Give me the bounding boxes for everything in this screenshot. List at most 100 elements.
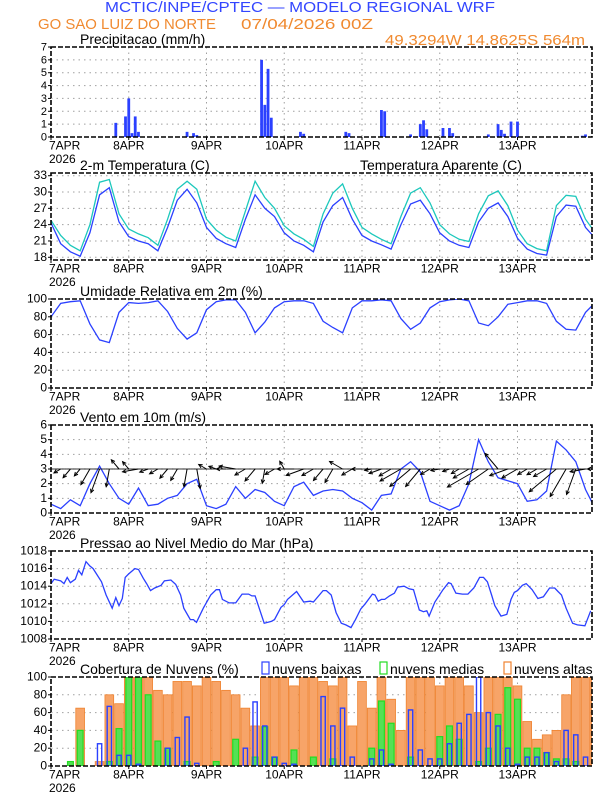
plot-area <box>66 677 592 766</box>
cloud-bar-low <box>466 713 472 766</box>
wind-arrow-head <box>389 482 394 488</box>
x-tick-label: 8APR <box>113 641 145 655</box>
cloud-bar-mid <box>134 677 142 766</box>
cloud-bar-low <box>436 758 443 766</box>
series-line-pressao <box>51 560 592 629</box>
cloud-bar-low <box>242 747 249 766</box>
wind-arrow-shaft <box>244 468 256 482</box>
wind-arrow <box>90 468 105 494</box>
wind-arrow <box>528 468 562 493</box>
precip-bar <box>409 134 412 137</box>
cloud-bar-low <box>125 754 132 766</box>
precip-bar <box>383 111 387 137</box>
x-year-label: 2026 <box>49 275 76 289</box>
precip-bar <box>441 128 445 137</box>
cloud-bar-mid <box>76 729 84 766</box>
precip-bar <box>509 121 513 137</box>
precip-bar <box>499 129 503 137</box>
precip-bar <box>133 116 137 137</box>
precip-bar <box>114 122 118 137</box>
plot-frame <box>50 676 593 767</box>
wind-arrow-head <box>138 468 144 473</box>
wind-arrow-shaft <box>198 464 207 470</box>
x-tick-label: 13APR <box>498 641 536 655</box>
cloud-bar-low <box>534 756 540 766</box>
wind-arrow-head <box>215 466 221 472</box>
cloud-bar-high <box>571 677 581 766</box>
plot-area <box>51 437 592 512</box>
precip-bar <box>347 133 351 137</box>
wind-arrow-head <box>197 484 202 490</box>
cloud-bar-mid <box>309 756 317 766</box>
x-tick-label: 9APR <box>191 262 223 276</box>
cloud-bar-high <box>434 685 445 766</box>
wind-arrow <box>121 468 144 474</box>
cloud-bar-high <box>347 725 358 766</box>
wind-arrow <box>441 468 455 473</box>
wind-arrow <box>363 467 377 472</box>
cloud-bar-high <box>396 730 406 766</box>
wind-arrow-shaft <box>465 468 489 485</box>
cloud-bar-high <box>580 677 591 766</box>
precip-bar <box>266 68 270 137</box>
y-tick-label: 7 <box>41 42 47 54</box>
wind-arrow-head <box>73 471 79 477</box>
precip-bar <box>344 131 348 137</box>
wind-arrow-shaft <box>447 468 479 488</box>
wind-arrow-shaft <box>122 461 130 470</box>
y-tick-label: 30 <box>34 185 48 199</box>
wind-arrow-head <box>260 479 266 485</box>
wind-arrow-shaft <box>196 468 201 489</box>
wind-arrow <box>279 460 290 470</box>
cloud-bar-low <box>485 711 492 766</box>
cloud-bar-high <box>201 677 212 766</box>
precip-bar <box>486 134 490 137</box>
wind-arrow-head <box>121 460 127 466</box>
wind-arrow <box>52 468 66 474</box>
x-tick-label: 9APR <box>191 641 223 655</box>
cloud-bar-low <box>456 722 463 766</box>
wind-arrow <box>367 468 387 475</box>
wind-arrow-head <box>312 476 318 482</box>
x-tick-label: 11APR <box>343 262 380 276</box>
wind-arrow <box>429 467 445 473</box>
wind-arrow-shaft <box>453 468 470 479</box>
wind-arrow-shaft <box>261 468 266 484</box>
x-tick-label: 11APR <box>343 768 380 782</box>
wind-arrow-head <box>516 470 522 475</box>
panel-2: 18 21 24 27 30 33 7APR 8APR 9APR 10APR 11APR 12APR 1… <box>34 157 593 289</box>
y-tick-label: 6 <box>40 418 47 432</box>
cloud-bar-high <box>289 685 299 766</box>
wind-arrow <box>138 468 154 473</box>
wind-arrow <box>148 468 163 475</box>
wind-arrow <box>450 468 465 475</box>
y-tick-label: 3 <box>41 93 47 105</box>
precip-bar <box>422 120 425 137</box>
wind-arrow-shaft <box>489 468 508 477</box>
wind-arrow <box>500 468 523 479</box>
wind-arrow <box>532 468 552 478</box>
wind-arrow-shaft <box>301 468 314 477</box>
wind-arrow-shaft <box>405 468 421 487</box>
x-tick-label: 13APR <box>498 768 536 782</box>
cloud-bar-low <box>174 736 181 766</box>
cloud-bar-mid <box>494 713 502 766</box>
cloud-bar-high <box>366 707 377 766</box>
wind-arrow-shaft <box>389 468 411 487</box>
wind-arrow-head <box>148 470 154 475</box>
wind-arrow-head <box>300 472 306 477</box>
wind-arrow <box>516 468 533 475</box>
legend-swatch <box>261 661 270 675</box>
wind-arrow <box>484 452 504 470</box>
x-tick-label: 12APR <box>421 139 459 153</box>
cloud-bar-low <box>281 762 288 766</box>
cloud-bar-mid <box>513 698 522 766</box>
wind-arrow-head <box>340 471 346 476</box>
wind-arrow <box>197 463 212 470</box>
wind-arrow-head <box>404 482 410 488</box>
precip-bar <box>269 117 273 137</box>
y-tick-label: 21 <box>34 233 48 247</box>
wind-arrow-shaft <box>517 468 528 475</box>
wind-arrow <box>565 468 581 496</box>
